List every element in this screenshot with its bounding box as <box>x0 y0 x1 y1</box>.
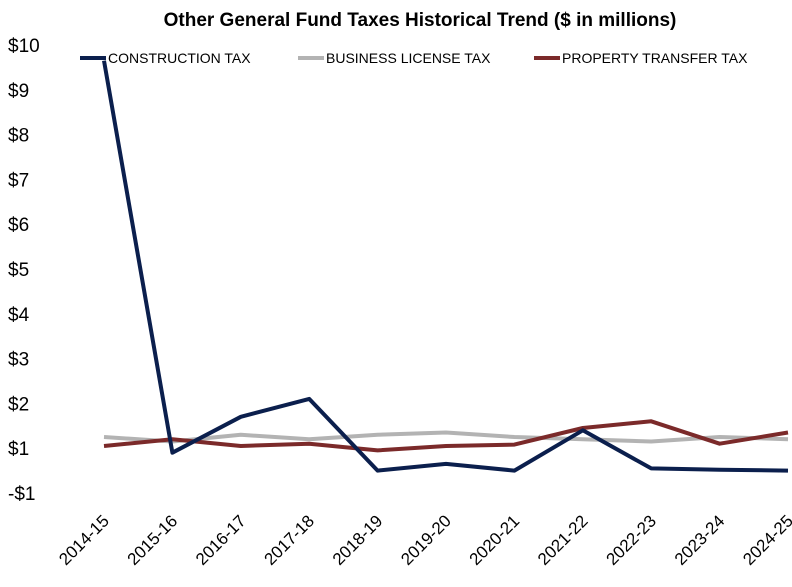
series-line-construction-tax <box>102 60 789 473</box>
y-tick-label: $9 <box>8 81 29 102</box>
chart-title: Other General Fund Taxes Historical Tren… <box>164 10 677 31</box>
x-tick-label: 2023-24 <box>671 511 729 569</box>
y-tick-label: $4 <box>8 305 30 326</box>
legend-label: CONSTRUCTION TAX <box>108 50 251 66</box>
x-tick-label: 2016-17 <box>192 511 250 569</box>
x-tick-label: 2015-16 <box>124 511 182 569</box>
y-tick-label: $2 <box>8 394 29 415</box>
y-tick-label: -$1 <box>8 484 35 505</box>
x-tick-label: 2020-21 <box>466 511 524 569</box>
x-tick-label: 2021-22 <box>534 511 592 569</box>
y-tick-label: $10 <box>8 36 40 57</box>
x-tick-label: 2017-18 <box>260 511 318 569</box>
y-tick-label: $5 <box>8 260 29 281</box>
series-line-business-license-tax <box>103 430 789 444</box>
y-tick-label: $8 <box>8 126 29 147</box>
y-axis: $10 $9 $8 $7 $6 $5 $4 $3 $2 $1 -$1 <box>8 36 40 505</box>
legend: CONSTRUCTION TAX BUSINESS LICENSE TAX PROP… <box>80 50 748 66</box>
y-tick-label: $7 <box>8 170 29 191</box>
x-tick-label: 2022-23 <box>602 511 660 569</box>
y-tick-label: $3 <box>8 350 29 371</box>
x-tick-label: 2019-20 <box>397 511 455 569</box>
legend-label: PROPERTY TRANSFER TAX <box>562 50 748 66</box>
plot-area <box>102 60 789 473</box>
y-tick-label: $1 <box>8 439 29 460</box>
series-line-property-transfer-tax <box>103 419 789 453</box>
legend-label: BUSINESS LICENSE TAX <box>326 50 491 66</box>
y-tick-label: $6 <box>8 215 29 236</box>
x-axis: 2014-15 2015-16 2016-17 2017-18 2018-19 2019-… <box>55 511 792 569</box>
x-tick-label: 2024-25 <box>739 511 792 569</box>
x-tick-label: 2018-19 <box>329 511 387 569</box>
x-tick-label: 2014-15 <box>55 511 113 569</box>
